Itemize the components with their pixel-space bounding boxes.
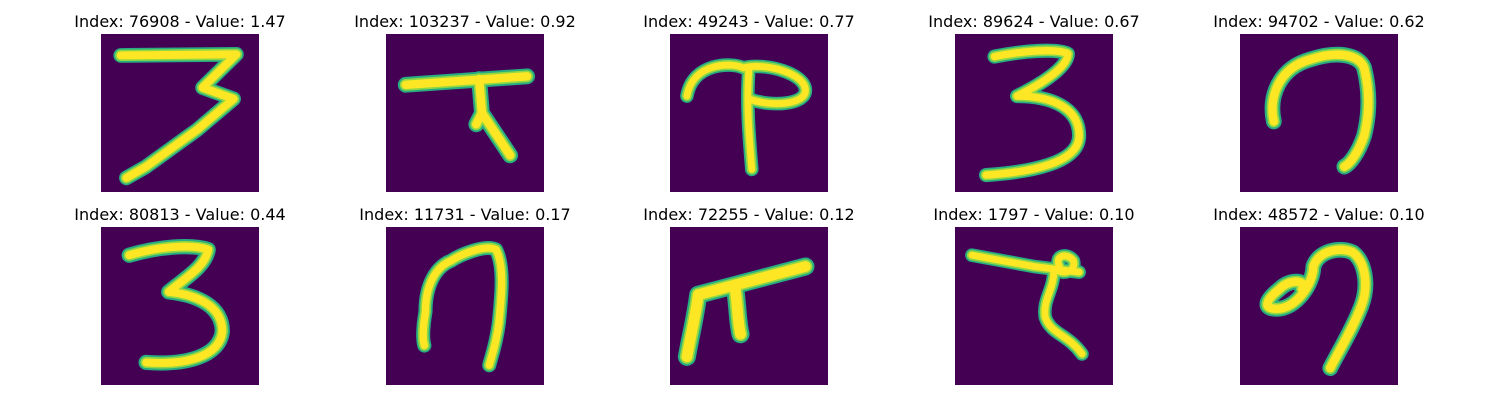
t-loop-glyph-icon [965,248,1089,361]
panel-title: Index: 103237 - Value: 0.92 [354,12,576,31]
panel-title: Index: 80813 - Value: 0.44 [74,205,286,224]
panel-10: Index: 48572 - Value: 0.10 [1174,205,1464,385]
panel-title: Index: 76908 - Value: 1.47 [74,12,286,31]
digit-image [386,227,544,385]
digit-image [1240,34,1398,192]
t-bar-glyph-icon [397,68,535,164]
digit-image [1240,227,1398,385]
curl-glyph-icon [1259,241,1374,376]
digit-image [955,34,1113,192]
digit-7-curved-icon [416,241,509,373]
panel-title: Index: 11731 - Value: 0.17 [359,205,571,224]
panel-title: Index: 94702 - Value: 0.62 [1213,12,1425,31]
panel-6: Index: 80813 - Value: 0.44 [35,205,325,385]
digit-3-icon [978,43,1087,183]
digit-image [101,227,259,385]
digit-image [670,34,828,192]
digit-image [955,227,1113,385]
panel-3: Index: 49243 - Value: 0.77 [604,12,894,192]
digit-3-icon [121,239,230,371]
panel-4: Index: 89624 - Value: 0.67 [889,12,1179,192]
digit-image [101,34,259,192]
panel-title: Index: 1797 - Value: 0.10 [933,205,1135,224]
panel-title: Index: 89624 - Value: 0.67 [928,12,1140,31]
hook-glyph-icon [1264,46,1377,175]
panel-title: Index: 72255 - Value: 0.12 [643,205,855,224]
panel-7: Index: 11731 - Value: 0.17 [320,205,610,385]
panel-1: Index: 76908 - Value: 1.47 [35,12,325,192]
panel-title: Index: 49243 - Value: 0.77 [643,12,855,31]
panel-9: Index: 1797 - Value: 0.10 [889,205,1179,385]
digit-image [386,34,544,192]
pi-glyph-icon [677,257,815,366]
digit-image [670,227,828,385]
digit-3-angular-icon [113,46,244,186]
loop-t-glyph-icon [680,58,813,177]
panel-8: Index: 72255 - Value: 0.12 [604,205,894,385]
panel-title: Index: 48572 - Value: 0.10 [1213,205,1425,224]
panel-2: Index: 103237 - Value: 0.92 [320,12,610,192]
panel-5: Index: 94702 - Value: 0.62 [1174,12,1464,192]
